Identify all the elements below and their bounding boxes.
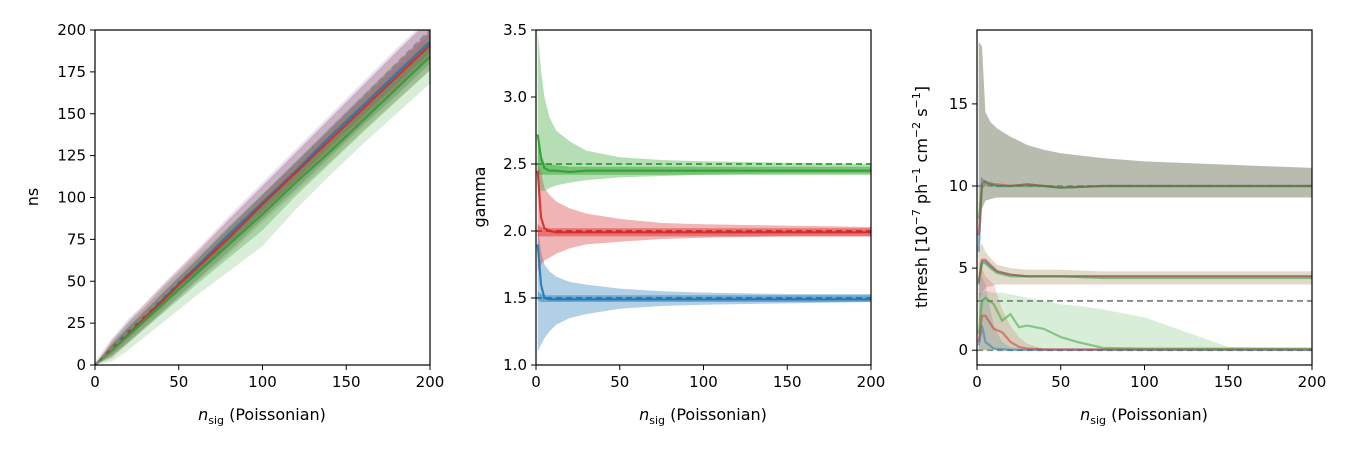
series-median-line [95, 44, 430, 365]
ylabel-exp-1: −7 [910, 209, 923, 225]
x-tick-label: 0 [90, 373, 100, 391]
panel-thresh-ylabel: thresh [10−7 ph−1 cm−2 s−1] [910, 86, 931, 308]
panel-gamma-xlabel-n: n [639, 405, 649, 424]
y-tick-label: 1.0 [503, 356, 527, 374]
y-tick-label: 25 [67, 314, 86, 332]
gamma-band-outer [537, 224, 871, 352]
x-tick-label: 100 [689, 373, 718, 391]
panel-thresh-xlabel-sub: sig [1090, 414, 1106, 427]
panel-ns-ticks: 0 50 100 150 200 0 25 50 75 100 125 150 175 200 [57, 21, 444, 391]
x-tick-label: 50 [610, 373, 629, 391]
y-tick-label: 1.5 [503, 289, 527, 307]
x-tick-label: 100 [1130, 373, 1159, 391]
ylabel-part-end: ] [912, 86, 931, 92]
panel-ns-xlabel-rest: (Poissonian) [224, 405, 326, 424]
y-tick-label: 0 [76, 356, 86, 374]
y-tick-label: 200 [57, 21, 86, 39]
y-tick-label: 50 [67, 272, 86, 290]
panel-gamma-ticks: 0 50 100 150 200 1.0 1.5 2.0 2.5 3.0 3.5 [503, 21, 885, 391]
ylabel-part-ph: ph [912, 184, 931, 209]
panel-gamma-plot-area [536, 30, 871, 352]
panel-thresh-plot-area [977, 41, 1312, 352]
panel-gamma-xlabel-rest: (Poissonian) [665, 405, 767, 424]
panel-gamma-frame [535, 29, 872, 366]
y-tick-label: 100 [57, 189, 86, 207]
x-tick-label: 0 [972, 373, 982, 391]
ylabel-exp-4: −1 [910, 92, 923, 108]
y-tick-label: 5 [958, 259, 968, 277]
y-tick-label: 15 [949, 95, 968, 113]
x-tick-label: 200 [416, 373, 445, 391]
x-tick-label: 150 [332, 373, 361, 391]
y-tick-label: 125 [57, 147, 86, 165]
panel-thresh-ticks: 0 50 100 150 200 0 5 10 15 [949, 95, 1326, 391]
y-tick-label: 75 [67, 230, 86, 248]
x-tick-label: 200 [857, 373, 886, 391]
panel-thresh-xlabel-rest: (Poissonian) [1106, 405, 1208, 424]
ylabel-exp-3: −2 [910, 122, 923, 138]
y-tick-label: 10 [949, 177, 968, 195]
panel-ns-xlabel-sub: sig [208, 414, 224, 427]
y-tick-label: 3.0 [503, 88, 527, 106]
y-tick-label: 175 [57, 63, 86, 81]
panel-gamma-xlabel: nsig (Poissonian) [639, 405, 767, 427]
panel-ns-ylabel: ns [23, 188, 42, 206]
series-median-line [95, 56, 430, 365]
x-tick-label: 50 [169, 373, 188, 391]
y-tick-label: 0 [958, 341, 968, 359]
x-tick-label: 0 [531, 373, 541, 391]
thresh-median-line [977, 181, 1312, 219]
y-tick-label: 150 [57, 105, 86, 123]
gamma-band-outer [537, 164, 871, 272]
x-tick-label: 200 [1298, 373, 1327, 391]
ylabel-part-s: s [912, 108, 931, 121]
thresh-band-10 [978, 41, 1312, 260]
panel-gamma-xlabel-sub: sig [649, 414, 665, 427]
y-tick-label: 2.0 [503, 222, 527, 240]
y-tick-label: 3.5 [503, 21, 527, 39]
panel-gamma: 0 50 100 150 200 1.0 1.5 2.0 2.5 3.0 3.5 gamma nsi… [470, 21, 885, 427]
ylabel-part-cm: cm [912, 138, 931, 167]
thresh-band-4p5 [978, 243, 1312, 301]
panel-thresh-xlabel-n: n [1080, 405, 1090, 424]
panel-ns-xlabel: nsig (Poissonian) [198, 405, 326, 427]
panel-ns-xlabel-n: n [198, 405, 208, 424]
thresh-median-line [977, 262, 1312, 284]
x-tick-label: 100 [248, 373, 277, 391]
gamma-median-line [536, 244, 871, 301]
reference-diagonal [95, 30, 430, 365]
panel-thresh-xlabel: nsig (Poissonian) [1080, 405, 1208, 427]
panel-ns: 0 50 100 150 200 0 25 50 75 100 125 150 175 200 ns ns… [23, 21, 444, 427]
y-tick-label: 2.5 [503, 155, 527, 173]
gamma-median-line [536, 134, 871, 174]
x-tick-label: 50 [1051, 373, 1070, 391]
panel-gamma-ylabel: gamma [470, 167, 489, 228]
gamma-band-outer [537, 30, 871, 191]
thresh-band-low [978, 259, 1312, 351]
ylabel-part-main: thresh [10 [912, 225, 931, 308]
x-tick-label: 150 [773, 373, 802, 391]
panel-ns-plot-area [95, 30, 430, 365]
x-tick-label: 150 [1214, 373, 1243, 391]
thresh-median-line [977, 296, 1312, 350]
gamma-median-line [536, 170, 871, 234]
ylabel-exp-2: −1 [910, 168, 923, 184]
thresh-band-low [978, 291, 1312, 351]
